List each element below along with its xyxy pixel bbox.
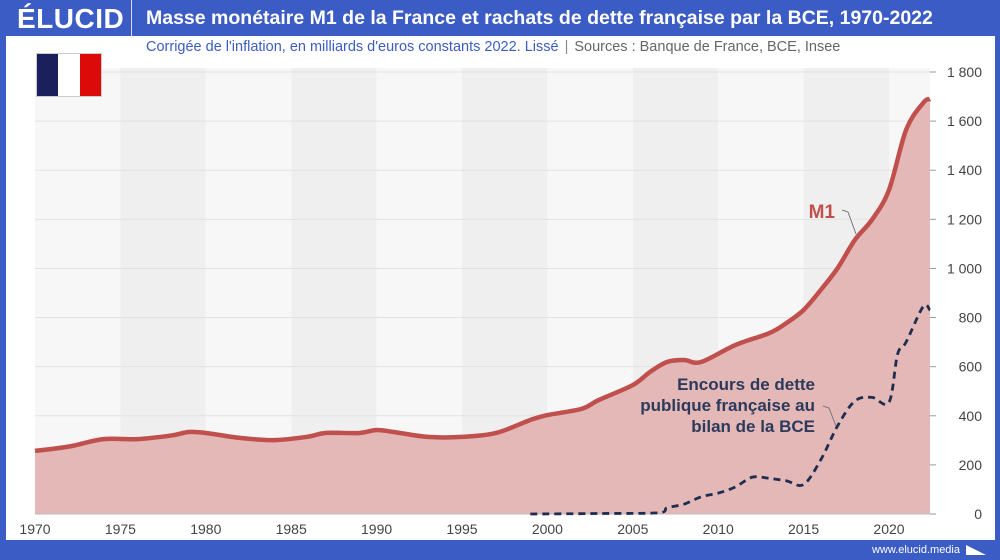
m1-area [35,99,930,514]
y-tick-label: 800 [959,310,983,326]
chart-subtitle: Corrigée de l'inflation, en milliards d'… [146,39,840,55]
x-tick-label: 1995 [446,521,477,537]
y-tick-label: 200 [959,457,983,473]
m1-leader-line [841,209,857,235]
debt-label-line: publique française au [640,396,815,415]
x-tick-label: 1970 [19,521,50,537]
x-tick-label: 1975 [105,521,136,537]
x-tick-label: 2010 [703,521,734,537]
m1-line [34,96,932,454]
header-bar: ÉLUCID Masse monétaire M1 de la France e… [0,0,1000,36]
elucid-logo: ÉLUCID [17,3,125,34]
sources-text: Sources : Banque de France, BCE, Insee [574,39,841,55]
france-flag-icon [36,53,102,97]
m1-label: M1 [809,202,836,223]
y-tick-label: 400 [959,408,983,424]
x-tick-label: 2020 [873,521,904,537]
x-tick-label: 2005 [617,521,648,537]
y-tick-label: 1 400 [947,162,982,178]
x-tick-label: 1980 [190,521,221,537]
subtitle-separator: | [564,39,569,55]
flag-blue [37,54,59,96]
debt-line [530,303,932,516]
subtitle-text: Corrigée de l'inflation, en milliards d'… [146,39,559,55]
y-tick-label: 0 [974,506,982,522]
y-tick-label: 1 200 [947,211,982,227]
footer-url: www.elucid.media [871,544,960,556]
y-tick-label: 1 000 [947,260,982,276]
debt-label-line: Encours de dette [677,375,815,394]
x-tick-label: 1985 [276,521,307,537]
x-tick-label: 2000 [532,521,563,537]
x-tick-label: 1990 [361,521,392,537]
header-divider [131,0,132,36]
debt-leader-line [822,405,837,427]
chart-title: Masse monétaire M1 de la France et racha… [146,7,933,29]
y-tick-label: 600 [959,359,983,375]
flag-red [79,54,101,96]
x-tick-label: 2015 [788,521,819,537]
y-tick-label: 1 800 [947,64,982,80]
y-tick-label: 1 600 [947,113,982,129]
elucid-mark-icon [966,545,986,555]
flag-white [58,54,80,96]
debt-label-line: bilan de la BCE [691,417,815,436]
